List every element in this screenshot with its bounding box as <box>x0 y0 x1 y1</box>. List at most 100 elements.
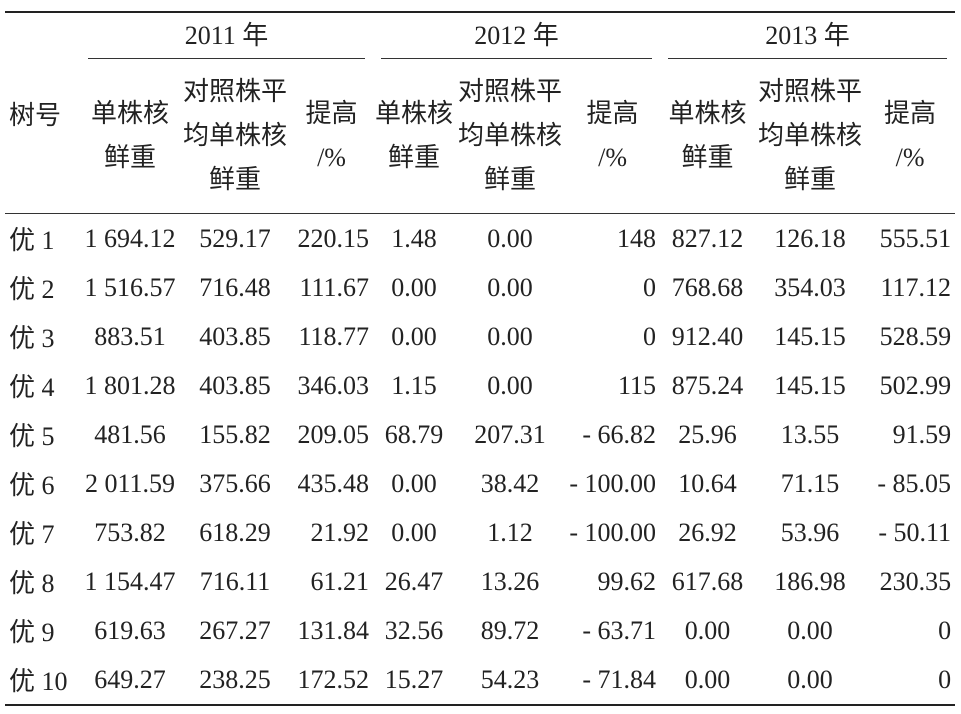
cell: 10.64 <box>678 468 737 498</box>
table-row: 优 9 619.63 267.27 131.84 32.56 89.72 - 63.71 0.… <box>5 606 955 655</box>
cell: 346.03 <box>297 370 370 400</box>
sub-header-line: /% <box>895 143 925 172</box>
cell: 2 011.59 <box>84 468 176 498</box>
sub-header: 单株核 鲜重 <box>660 59 755 214</box>
cell: 0 <box>643 272 657 302</box>
cell: 267.27 <box>199 615 271 645</box>
tree-id: 优 6 <box>9 471 55 500</box>
sub-header-line: 鲜重 <box>103 143 156 172</box>
sub-header: 单株核 鲜重 <box>80 59 180 214</box>
table-row: 优 3 883.51 403.85 118.77 0.00 0.00 0 912.40 145.… <box>5 312 955 361</box>
cell: 186.98 <box>774 566 846 596</box>
sub-header-line: 鲜重 <box>484 165 537 194</box>
cell: 883.51 <box>94 321 166 351</box>
cell: 375.66 <box>199 468 271 498</box>
cell: 481.56 <box>94 419 166 449</box>
cell: 32.56 <box>384 615 444 645</box>
cell: 207.31 <box>474 419 546 449</box>
year-header: 2012 年 <box>373 12 660 59</box>
cell: - 85.05 <box>877 468 952 498</box>
cell: 26.92 <box>678 517 737 547</box>
sub-header-line: /% <box>317 143 346 172</box>
cell: - 71.84 <box>582 664 657 694</box>
cell: - 100.00 <box>569 517 657 547</box>
cell: 0.00 <box>487 272 533 302</box>
cell: - 100.00 <box>569 468 657 498</box>
sub-header-line: 提高 <box>884 99 937 128</box>
cell: 0 <box>643 321 657 351</box>
cell: 220.15 <box>297 223 370 253</box>
cell: 89.72 <box>480 615 540 645</box>
cell: 528.59 <box>879 321 952 351</box>
cell: - 63.71 <box>582 615 657 645</box>
cell: 111.67 <box>299 272 370 302</box>
cell: 13.26 <box>480 566 540 596</box>
cell: 827.12 <box>671 223 744 253</box>
cell: 716.11 <box>199 566 271 596</box>
sub-header-line: 均单株核 <box>758 121 863 150</box>
cell: 115 <box>618 370 657 400</box>
cell: 1 516.57 <box>84 272 176 302</box>
sub-header-line: 对照株平 <box>758 77 863 106</box>
table-row: 优 7 753.82 618.29 21.92 0.00 1.12 - 100.00 26.9… <box>5 508 955 557</box>
cell: 1 801.28 <box>84 370 176 400</box>
sub-header: 提高 /% <box>290 59 373 214</box>
sub-header-line: 提高 <box>305 99 358 128</box>
tree-id: 优 4 <box>9 373 55 402</box>
table-row: 优 1 1 694.12 529.17 220.15 1.48 0.00 148 827.12… <box>5 214 955 264</box>
cell: 145.15 <box>774 321 846 351</box>
cell: 0 <box>938 615 952 645</box>
cell: 0.00 <box>684 615 731 645</box>
cell: 118.77 <box>298 321 370 351</box>
tree-id: 优 9 <box>9 618 55 647</box>
table-row: 优 4 1 801.28 403.85 346.03 1.15 0.00 115 875.24… <box>5 361 955 410</box>
table-row: 优 6 2 011.59 375.66 435.48 0.00 38.42 - 100.00… <box>5 459 955 508</box>
sub-header-line: 单株核 <box>90 99 169 128</box>
cell: 126.18 <box>774 223 846 253</box>
cell: 13.55 <box>780 419 840 449</box>
cell: 209.05 <box>297 419 370 449</box>
cell: 403.85 <box>199 370 271 400</box>
cell: 131.84 <box>297 615 370 645</box>
sub-header-line: 对照株平 <box>458 77 563 106</box>
cell: 0.00 <box>487 321 533 351</box>
cell: 172.52 <box>297 664 370 694</box>
cell: 768.68 <box>671 272 744 302</box>
cell: 145.15 <box>774 370 846 400</box>
cell: 912.40 <box>671 321 744 351</box>
cell: 21.92 <box>310 517 370 547</box>
cell: 0.00 <box>684 664 731 694</box>
cell: 26.47 <box>384 566 444 596</box>
sub-header: 提高 /% <box>865 59 955 214</box>
cell: 0.00 <box>487 370 533 400</box>
cell: 53.96 <box>780 517 840 547</box>
year-header: 2011 年 <box>80 12 373 59</box>
sub-header-line: 均单株核 <box>458 121 563 150</box>
cell: 617.68 <box>671 566 744 596</box>
table-row: 优 5 481.56 155.82 209.05 68.79 207.31 - 66.82 2… <box>5 410 955 459</box>
cell: 0.00 <box>487 223 533 253</box>
cell: 1.48 <box>391 223 437 253</box>
cell: 875.24 <box>671 370 744 400</box>
sub-header: 单株核 鲜重 <box>373 59 455 214</box>
cell: 155.82 <box>199 419 271 449</box>
sub-header-line: 提高 <box>586 99 639 128</box>
cell: 618.29 <box>199 517 271 547</box>
cell: 0.00 <box>787 664 833 694</box>
year-header: 2013 年 <box>660 12 955 59</box>
table-row: 优 8 1 154.47 716.11 61.21 26.47 13.26 99.62 617… <box>5 557 955 606</box>
tree-id: 优 5 <box>9 422 55 451</box>
cell: 435.48 <box>297 468 370 498</box>
cell: 1.15 <box>391 370 437 400</box>
tree-id: 优 2 <box>9 275 55 304</box>
sub-header-line: 鲜重 <box>208 165 261 194</box>
cell: 61.21 <box>310 566 370 596</box>
cell: 716.48 <box>199 272 271 302</box>
year-label: 2011 年 <box>88 14 366 59</box>
cell: 354.03 <box>774 272 846 302</box>
cell: 403.85 <box>199 321 271 351</box>
sub-header: 对照株平 均单株核 鲜重 <box>180 59 290 214</box>
tree-id: 优 1 <box>9 226 55 255</box>
cell: 148 <box>617 223 657 253</box>
